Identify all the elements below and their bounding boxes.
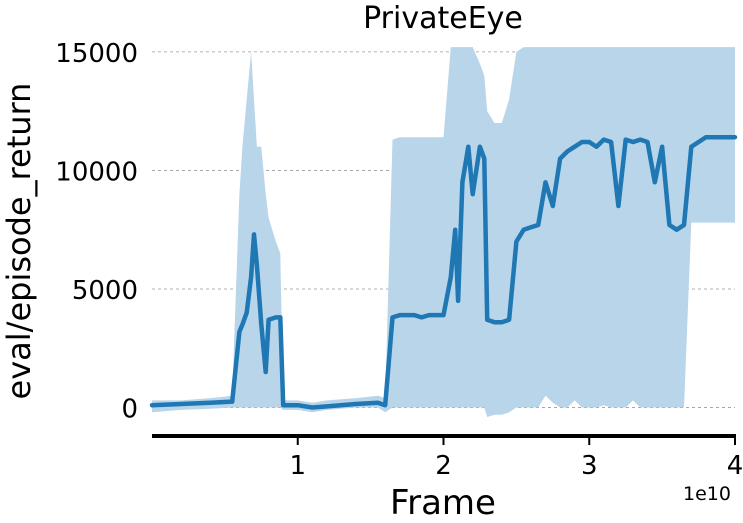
band-area: [152, 47, 735, 417]
x-axis-label: Frame: [390, 483, 496, 523]
x-tick-label: 1: [289, 451, 306, 481]
mean-line: [149, 134, 738, 410]
mean-series: [149, 134, 738, 410]
chart-title: PrivateEye: [363, 1, 523, 36]
x-tick-label: 3: [581, 451, 598, 481]
y-tick-label: 10000: [55, 157, 138, 187]
y-tick-label: 0: [121, 395, 138, 425]
x-tick-label: 4: [727, 451, 743, 481]
y-tick-label: 5000: [72, 276, 138, 306]
y-axis-label: eval/episode_return: [0, 83, 38, 400]
x-tick-labels: 1 2 3 4: [289, 436, 743, 481]
x-offset-label: 1e10: [683, 483, 731, 505]
y-tick-labels: 0 5000 10000 15000: [55, 39, 138, 425]
x-tick-label: 2: [435, 451, 452, 481]
y-tick-label: 15000: [55, 39, 138, 69]
confidence-band: [152, 47, 735, 417]
